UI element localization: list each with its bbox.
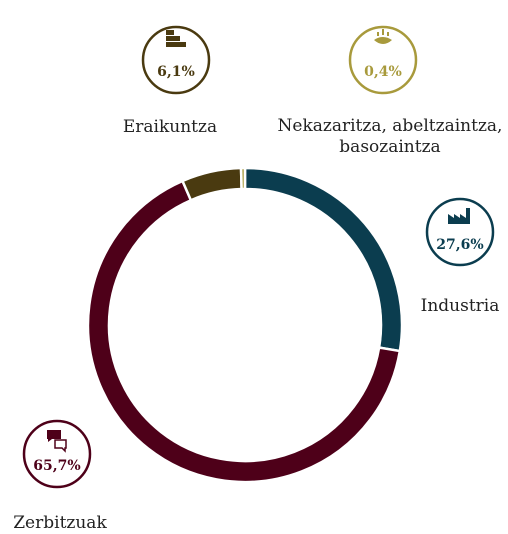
donut-segment (86, 179, 402, 484)
category-label: Zerbitzuak (13, 513, 107, 533)
category-label: Eraikuntza (122, 117, 218, 137)
value-label: 0,4% (364, 64, 402, 80)
value-label: 65,7% (33, 458, 80, 474)
icon-badge (141, 25, 211, 95)
value-label: 6,1% (157, 64, 195, 80)
category-label: Nekazaritza, abeltzaintza, basozaintza (277, 116, 503, 157)
donut-segment (180, 166, 243, 202)
icon-badge (348, 25, 418, 95)
value-label: 27,6% (436, 237, 483, 253)
donut-segment (243, 166, 404, 353)
icon-badge (425, 197, 495, 267)
icon-badge (22, 419, 92, 489)
category-label: Industria (420, 296, 500, 316)
donut-segment (239, 166, 247, 191)
